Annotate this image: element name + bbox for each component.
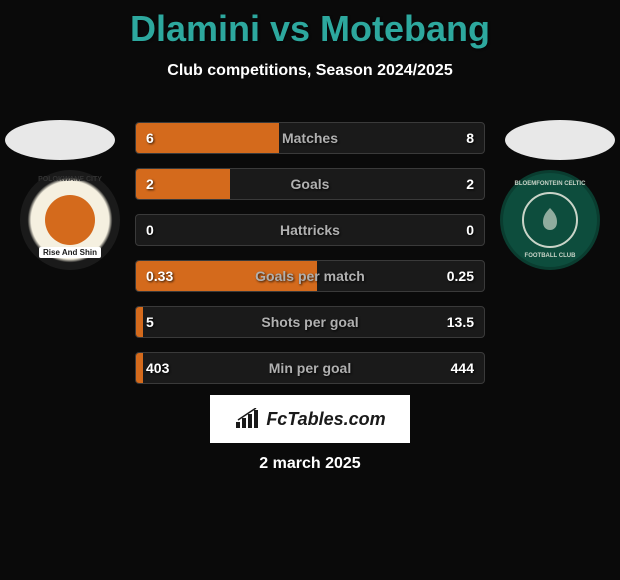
celtic-icon — [535, 205, 565, 235]
badge-left-name: POLOKWANE CITY — [38, 176, 102, 183]
badge-right-sub: FOOTBALL CLUB — [525, 253, 576, 259]
stat-label: Goals per match — [255, 268, 365, 284]
stat-row-hattricks: 0 Hattricks 0 — [135, 214, 485, 246]
badge-right-name: BLOEMFONTEIN CELTIC — [515, 181, 586, 187]
team-badge-right: BLOEMFONTEIN CELTIC FOOTBALL CLUB — [500, 170, 600, 270]
stat-value-right: 8 — [466, 130, 474, 146]
player-silhouette-left — [5, 120, 115, 160]
stat-value-right: 13.5 — [447, 314, 474, 330]
date-text: 2 march 2025 — [259, 455, 360, 473]
stat-value-right: 444 — [451, 360, 474, 376]
stat-row-shots-per-goal: 5 Shots per goal 13.5 — [135, 306, 485, 338]
stat-label: Goals — [291, 176, 330, 192]
stat-row-goals: 2 Goals 2 — [135, 168, 485, 200]
stat-label: Matches — [282, 130, 338, 146]
stat-value-right: 0 — [466, 222, 474, 238]
stat-row-min-per-goal: 403 Min per goal 444 — [135, 352, 485, 384]
stat-label: Min per goal — [269, 360, 351, 376]
stat-bar-left — [136, 353, 143, 383]
stat-bar-left — [136, 123, 279, 153]
stat-value-right: 2 — [466, 176, 474, 192]
stat-row-matches: 6 Matches 8 — [135, 122, 485, 154]
season-subtitle: Club competitions, Season 2024/2025 — [0, 62, 620, 80]
chart-icon — [234, 408, 262, 430]
stat-value-left: 403 — [146, 360, 169, 376]
stat-value-left: 5 — [146, 314, 154, 330]
stat-row-goals-per-match: 0.33 Goals per match 0.25 — [135, 260, 485, 292]
stat-label: Shots per goal — [261, 314, 358, 330]
fctables-logo[interactable]: FcTables.com — [210, 395, 410, 443]
badge-left-motto: Rise And Shin — [39, 247, 101, 258]
logo-text: FcTables.com — [266, 409, 385, 430]
stat-value-left: 0 — [146, 222, 154, 238]
player-silhouette-right — [505, 120, 615, 160]
stat-value-left: 0.33 — [146, 268, 173, 284]
stats-container: 6 Matches 8 2 Goals 2 0 Hattricks 0 0.33… — [135, 122, 485, 398]
stat-label: Hattricks — [280, 222, 340, 238]
stat-value-left: 2 — [146, 176, 154, 192]
team-badge-left: POLOKWANE CITY Rise And Shin — [20, 170, 120, 270]
stat-value-left: 6 — [146, 130, 154, 146]
stat-value-right: 0.25 — [447, 268, 474, 284]
stat-bar-left — [136, 307, 143, 337]
comparison-title: Dlamini vs Motebang — [0, 0, 620, 50]
